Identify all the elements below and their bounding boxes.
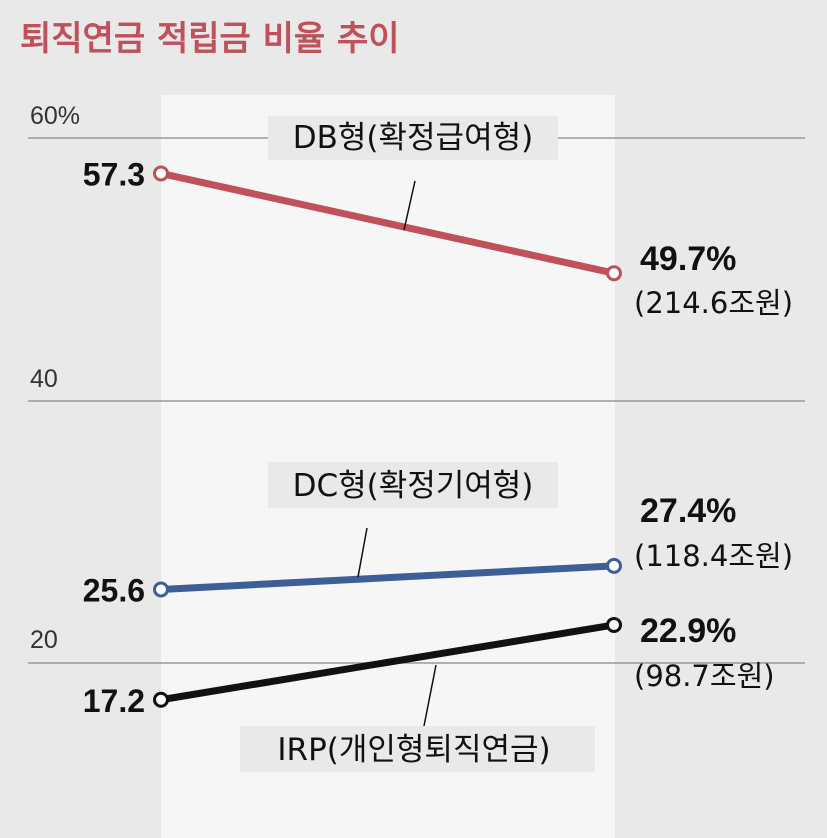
irp-point-end <box>606 616 622 633</box>
dc-series-name: DC형(확정기여형) <box>293 468 534 504</box>
y-tick-40: 40 <box>30 365 58 393</box>
db-series-name: DB형(확정급여형) <box>293 120 533 156</box>
db-name-bg <box>268 116 558 160</box>
dc-point-end <box>606 557 622 574</box>
db-series-line <box>157 169 618 277</box>
db-point-start <box>153 165 169 182</box>
dc-start-label: 25.6 <box>83 573 145 609</box>
irp-end-label: 22.9% <box>640 612 736 650</box>
irp-name-leader <box>423 664 437 727</box>
chart-title: 퇴직연금 적립금 비율 추이 <box>20 19 400 59</box>
db-end-amount: (214.6조원) <box>634 286 793 320</box>
dc-name-leader <box>357 527 368 578</box>
db-point-end <box>606 265 622 282</box>
irp-series-name: IRP(개인형퇴직연금) <box>277 732 550 768</box>
irp-start-label: 17.2 <box>83 683 145 719</box>
dc-name-bg <box>268 462 558 508</box>
y-tick-60: 60% <box>30 102 80 130</box>
y-tick-20: 20 <box>30 626 58 654</box>
db-end-label: 49.7% <box>640 240 736 278</box>
dc-end-label: 27.4% <box>640 492 736 530</box>
irp-series-line <box>157 621 618 704</box>
irp-point-start <box>153 691 169 708</box>
dc-end-amount: (118.4조원) <box>634 539 793 573</box>
db-start-label: 57.3 <box>83 156 145 192</box>
dc-point-start <box>153 581 169 598</box>
irp-end-amount: (98.7조원) <box>634 659 775 693</box>
irp-name-bg <box>240 726 595 772</box>
dc-series-line <box>157 562 618 593</box>
db-name-leader <box>403 180 416 231</box>
